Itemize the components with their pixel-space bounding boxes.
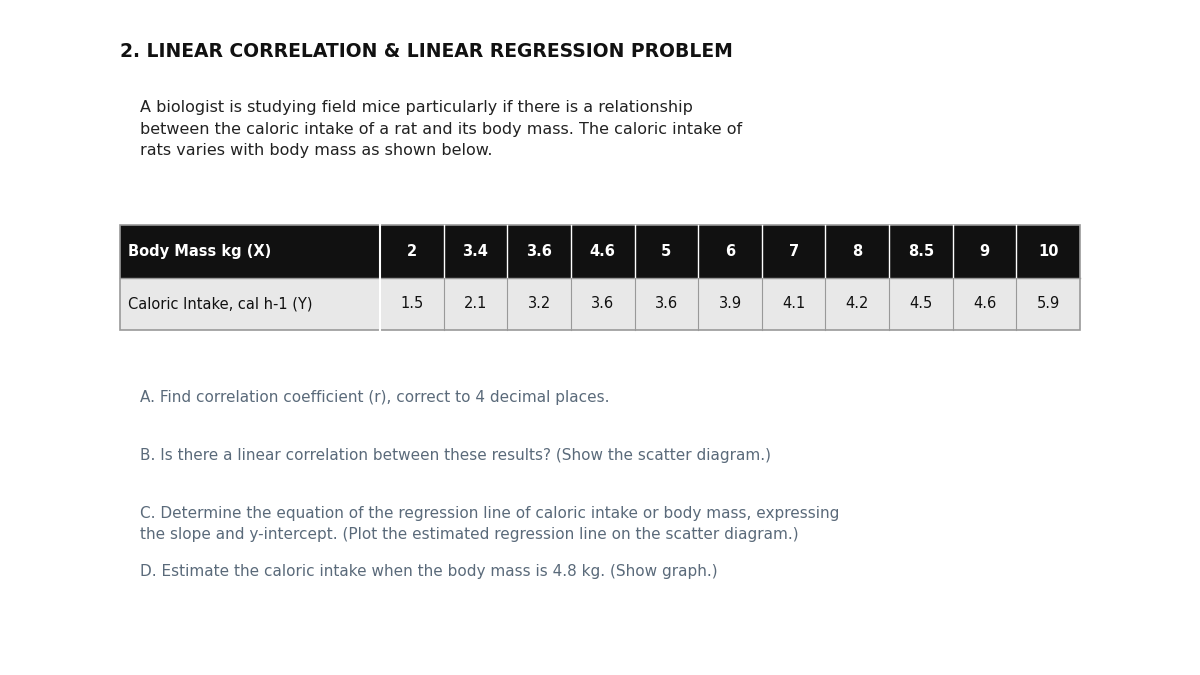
Bar — [120, 225, 1080, 277]
Text: 6: 6 — [725, 244, 736, 259]
Text: Caloric Intake, cal h-1 (Y): Caloric Intake, cal h-1 (Y) — [128, 296, 312, 311]
Text: 3.4: 3.4 — [462, 244, 488, 259]
Text: C. Determine the equation of the regression line of caloric intake or body mass,: C. Determine the equation of the regress… — [140, 506, 839, 542]
Text: 4.2: 4.2 — [846, 296, 869, 311]
Text: 4.6: 4.6 — [973, 296, 996, 311]
Text: 4.5: 4.5 — [910, 296, 932, 311]
Text: Body Mass kg (X): Body Mass kg (X) — [128, 244, 271, 259]
Text: 3.6: 3.6 — [526, 244, 552, 259]
Text: 10: 10 — [1038, 244, 1058, 259]
Text: 7: 7 — [788, 244, 799, 259]
Text: 4.6: 4.6 — [589, 244, 616, 259]
Text: 9: 9 — [979, 244, 990, 259]
Text: A biologist is studying field mice particularly if there is a relationship
betwe: A biologist is studying field mice parti… — [140, 100, 742, 158]
Text: 1.5: 1.5 — [400, 296, 424, 311]
Text: A. Find correlation coefficient (r), correct to 4 decimal places.: A. Find correlation coefficient (r), cor… — [140, 390, 610, 405]
Text: 3.2: 3.2 — [528, 296, 551, 311]
Text: 4.1: 4.1 — [782, 296, 805, 311]
Text: 3.6: 3.6 — [655, 296, 678, 311]
Bar — [120, 277, 1080, 330]
Text: 5: 5 — [661, 244, 672, 259]
Text: 5.9: 5.9 — [1037, 296, 1060, 311]
Text: B. Is there a linear correlation between these results? (Show the scatter diagra: B. Is there a linear correlation between… — [140, 448, 772, 463]
Text: 2: 2 — [407, 244, 416, 259]
Text: 2. LINEAR CORRELATION & LINEAR REGRESSION PROBLEM: 2. LINEAR CORRELATION & LINEAR REGRESSIO… — [120, 42, 733, 61]
Text: 8: 8 — [852, 244, 863, 259]
Bar — [120, 225, 1080, 330]
Text: D. Estimate the caloric intake when the body mass is 4.8 kg. (Show graph.): D. Estimate the caloric intake when the … — [140, 564, 718, 579]
Text: 3.9: 3.9 — [719, 296, 742, 311]
Text: 3.6: 3.6 — [592, 296, 614, 311]
Text: 8.5: 8.5 — [908, 244, 934, 259]
Text: 2.1: 2.1 — [463, 296, 487, 311]
